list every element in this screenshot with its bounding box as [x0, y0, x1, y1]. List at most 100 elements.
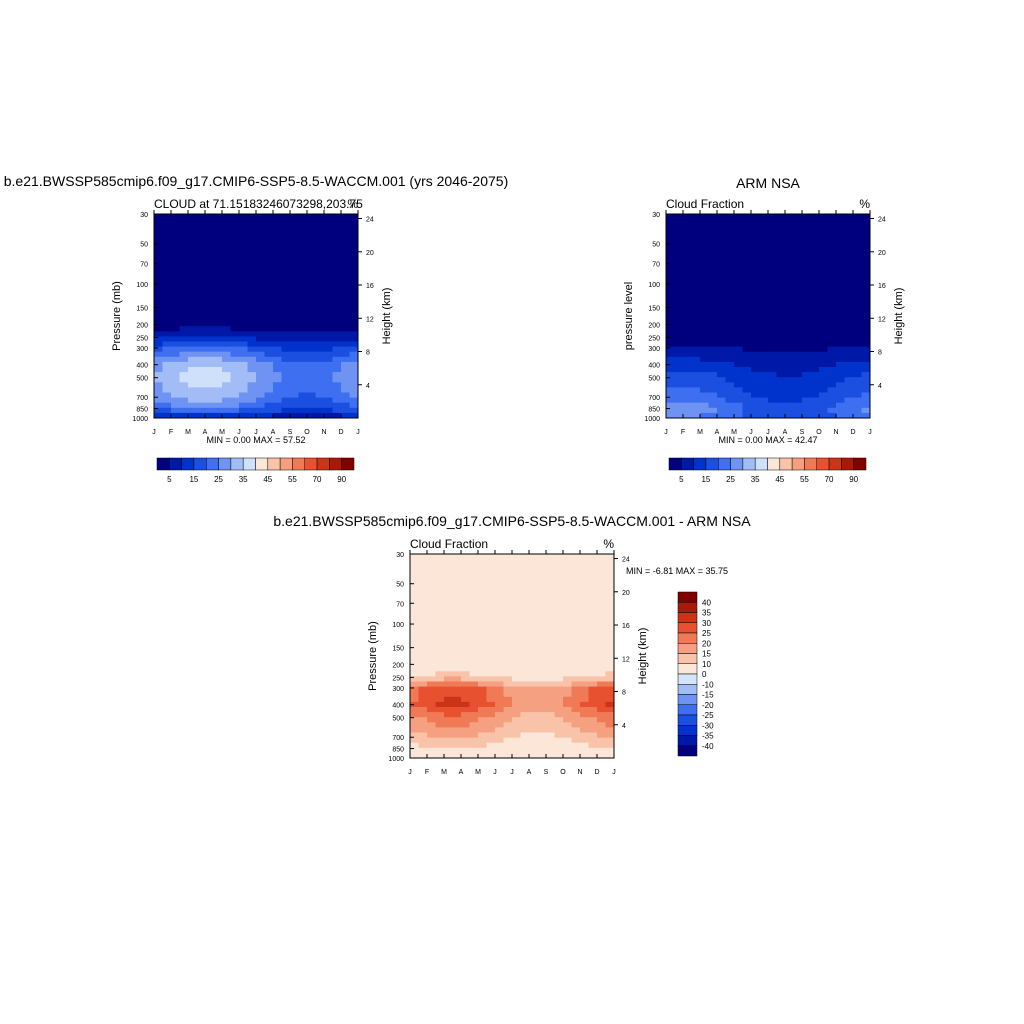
field-cell: [213, 407, 223, 414]
field-cell: [785, 316, 795, 322]
field-cell: [691, 239, 701, 246]
field-cell: [188, 382, 198, 388]
field-cell: [605, 625, 614, 632]
field-cell: [759, 402, 769, 409]
colorbar-swatch: [804, 457, 817, 471]
field-cell: [239, 234, 249, 241]
field-cell: [478, 579, 488, 586]
field-cell: [861, 254, 870, 261]
field-cell: [503, 599, 513, 606]
field-cell: [188, 214, 198, 220]
field-cell: [836, 341, 846, 348]
field-cell: [683, 407, 693, 414]
field-cell: [188, 249, 198, 256]
field-cell: [683, 412, 693, 418]
field-cell: [691, 316, 701, 322]
field-cell: [708, 214, 718, 220]
field-cell: [427, 635, 437, 642]
field-cell: [853, 219, 863, 225]
field-cell: [717, 412, 727, 418]
field-cell: [452, 635, 462, 642]
field-cell: [827, 316, 837, 322]
field-cell: [298, 270, 308, 276]
field-cell: [802, 254, 812, 261]
field-cell: [171, 377, 181, 383]
field-cell: [546, 707, 556, 713]
field-cell: [205, 377, 215, 383]
field-cell: [290, 305, 300, 312]
field-cell: [205, 331, 215, 337]
field-cell: [324, 372, 334, 378]
field-cell: [307, 300, 317, 307]
field-cell: [588, 696, 598, 703]
field-cell: [247, 300, 257, 307]
field-cell: [520, 707, 530, 713]
field-cell: [162, 259, 172, 266]
field-cell: [247, 219, 257, 225]
field-cell: [776, 387, 786, 394]
field-cell: [171, 295, 181, 302]
field-cell: [751, 361, 761, 368]
field-cell: [256, 265, 266, 271]
field-cell: [179, 361, 189, 368]
field-cell: [196, 254, 206, 261]
field-cell: [597, 737, 607, 744]
field-cell: [776, 407, 786, 414]
colorbar-swatch: [156, 457, 170, 471]
field-cell: [418, 630, 428, 637]
field-cell: [776, 382, 786, 388]
field-cell: [315, 295, 325, 302]
field-cell: [742, 367, 752, 373]
field-cell: [717, 295, 727, 302]
field-cell: [205, 295, 215, 302]
field-cell: [230, 377, 240, 383]
field-cell: [751, 326, 761, 332]
field-cell: [537, 569, 547, 575]
colorbar-label: -30: [702, 721, 714, 730]
field-cell: [461, 564, 471, 570]
field-cell: [444, 737, 454, 744]
field-cell: [332, 351, 342, 358]
field-cell: [776, 321, 786, 327]
field-cell: [179, 270, 189, 276]
field-cell: [742, 372, 752, 378]
field-cell: [478, 701, 488, 708]
field-cell: [503, 584, 513, 591]
field-cell: [537, 640, 547, 647]
field-cell: [264, 285, 274, 292]
field-cell: [571, 640, 581, 647]
field-cell: [844, 249, 854, 256]
field-cell: [793, 377, 803, 383]
field-cell: [427, 752, 437, 758]
field-cell: [827, 326, 837, 332]
field-cell: [162, 367, 172, 373]
field-cell: [188, 254, 198, 261]
field-cell: [171, 407, 181, 414]
field-cell: [410, 650, 420, 657]
field-cell: [213, 351, 223, 358]
field-cell: [154, 377, 164, 383]
field-cell: [768, 361, 778, 368]
field-cell: [469, 554, 479, 560]
field-cell: [264, 351, 274, 358]
field-cell: [188, 341, 198, 348]
field-cell: [205, 224, 215, 230]
field-cell: [205, 229, 215, 235]
field-cell: [844, 361, 854, 368]
field-cell: [742, 239, 752, 246]
field-cell: [179, 392, 189, 399]
x-tick-label: A: [783, 429, 788, 436]
field-cell: [435, 676, 445, 683]
field-cell: [827, 392, 837, 399]
field-cell: [290, 392, 300, 399]
field-cell: [418, 610, 428, 616]
field-cell: [196, 407, 206, 414]
field-cell: [802, 356, 812, 363]
field-cell: [205, 249, 215, 256]
field-cell: [546, 671, 556, 677]
field-cell: [520, 610, 530, 616]
field-cell: [597, 635, 607, 642]
field-cell: [802, 300, 812, 307]
field-cell: [520, 737, 530, 744]
field-cell: [349, 377, 358, 383]
